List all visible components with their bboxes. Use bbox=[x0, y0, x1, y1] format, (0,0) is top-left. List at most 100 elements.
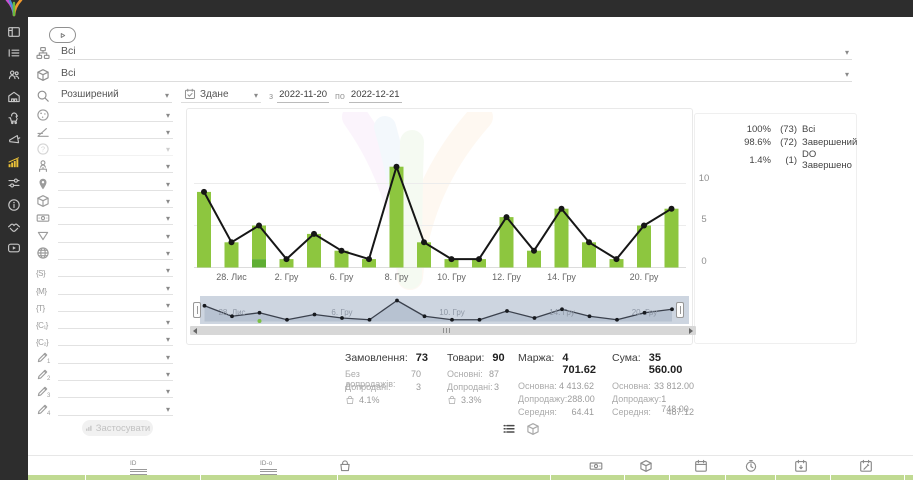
table-first-row[interactable] bbox=[28, 475, 913, 480]
data-point[interactable] bbox=[668, 205, 675, 212]
data-point[interactable] bbox=[228, 239, 235, 246]
bar-segment[interactable] bbox=[664, 208, 679, 268]
date-from-input[interactable]: 2022-11-20 bbox=[277, 89, 330, 103]
date-type-select[interactable]: Здане ▾ bbox=[181, 88, 261, 103]
param-select-7[interactable]: ▾ bbox=[58, 212, 173, 226]
param-select-8[interactable]: ▾ bbox=[58, 230, 173, 243]
sidebar-item-marketing[interactable] bbox=[7, 133, 21, 147]
search-mode-select[interactable]: Розширений ▾ bbox=[58, 89, 172, 103]
data-point[interactable] bbox=[476, 256, 482, 263]
sidebar-item-clients[interactable] bbox=[7, 68, 21, 82]
id-lines-icon[interactable]: ID bbox=[130, 460, 147, 475]
param-select-6[interactable]: ▾ bbox=[58, 195, 173, 208]
column-header-basket-icon[interactable] bbox=[338, 459, 352, 473]
scroll-left-icon[interactable] bbox=[193, 327, 197, 334]
data-point[interactable] bbox=[558, 205, 565, 212]
scroll-right-icon[interactable] bbox=[689, 327, 693, 334]
data-point[interactable] bbox=[311, 230, 317, 237]
search-icon bbox=[36, 89, 50, 103]
apply-button[interactable]: Застосувати bbox=[82, 420, 153, 436]
param-select-2[interactable]: ▾ bbox=[58, 126, 173, 139]
category-select[interactable]: Всі ▾ bbox=[58, 45, 852, 60]
sidebar-item-returns[interactable] bbox=[7, 111, 21, 125]
param-select-5[interactable]: ▾ bbox=[58, 178, 173, 191]
bar-segment[interactable] bbox=[389, 166, 404, 268]
bar-segment[interactable] bbox=[252, 225, 266, 260]
id-anchor-icon[interactable]: ID-о bbox=[260, 460, 277, 475]
bar-segment[interactable] bbox=[334, 250, 349, 268]
bar-segment-do[interactable] bbox=[252, 259, 266, 268]
bar-segment[interactable] bbox=[609, 259, 624, 268]
param-select-4[interactable]: ▾ bbox=[58, 160, 173, 174]
legend-entry-1[interactable]: 100% (73) Всі bbox=[719, 123, 856, 136]
param-select-15[interactable]: ▾ bbox=[58, 351, 173, 364]
product-select[interactable]: Всі ▾ bbox=[58, 67, 852, 82]
list-view-toggle[interactable] bbox=[502, 422, 516, 436]
chevron-down-icon: ▾ bbox=[165, 335, 170, 345]
cube-view-icon bbox=[527, 423, 539, 435]
pencil-3-icon: 3 bbox=[47, 393, 50, 400]
param-select-18[interactable]: ▾ bbox=[58, 403, 173, 416]
bar-segment[interactable] bbox=[554, 208, 569, 268]
param-select-14[interactable]: ▾ bbox=[58, 333, 173, 347]
data-point[interactable] bbox=[393, 163, 400, 170]
cube-view-toggle[interactable] bbox=[526, 422, 540, 436]
param-select-12[interactable]: ▾ bbox=[58, 299, 173, 312]
bar-segment[interactable] bbox=[197, 191, 211, 268]
bar-segment[interactable] bbox=[637, 225, 651, 268]
data-point[interactable] bbox=[366, 256, 372, 263]
param-select-9[interactable]: ▾ bbox=[58, 247, 173, 260]
param-select-11[interactable]: ▾ bbox=[58, 282, 173, 295]
bar-segment[interactable] bbox=[224, 242, 239, 268]
data-point[interactable] bbox=[201, 188, 207, 195]
minimap-left-handle[interactable] bbox=[193, 302, 201, 318]
video-help-button[interactable] bbox=[49, 27, 76, 43]
data-point[interactable] bbox=[256, 222, 262, 229]
param-select-1[interactable]: ▾ bbox=[58, 109, 173, 122]
bar-segment[interactable] bbox=[307, 233, 321, 268]
column-header-timer-icon[interactable] bbox=[744, 459, 758, 473]
sidebar-item-warehouse[interactable] bbox=[7, 90, 21, 104]
sidebar-item-settings[interactable] bbox=[7, 176, 21, 190]
column-header-calendar-in-icon[interactable] bbox=[794, 459, 808, 473]
param-select-16[interactable]: ▾ bbox=[58, 368, 173, 381]
sidebar-item-partners[interactable] bbox=[7, 220, 21, 234]
param-select-10[interactable]: ▾ bbox=[58, 264, 173, 278]
data-point[interactable] bbox=[586, 239, 592, 246]
data-point[interactable] bbox=[448, 256, 455, 263]
minimap-right-handle[interactable] bbox=[676, 302, 684, 318]
column-header-banknote-icon[interactable] bbox=[589, 459, 603, 473]
sidebar-item-info[interactable] bbox=[7, 198, 21, 212]
data-point[interactable] bbox=[531, 247, 537, 254]
bar-segment[interactable] bbox=[499, 217, 514, 268]
date-to-input[interactable]: 2022-12-21 bbox=[348, 89, 402, 103]
column-header-calendar-edit-icon[interactable] bbox=[859, 459, 873, 473]
legend-entry-3[interactable]: 1.4% (1) DO Завершено bbox=[719, 149, 856, 171]
data-point[interactable] bbox=[613, 256, 620, 263]
bar-segment[interactable] bbox=[472, 259, 486, 268]
bar-segment[interactable] bbox=[582, 242, 596, 268]
data-point[interactable] bbox=[283, 256, 290, 263]
bar-segment[interactable] bbox=[417, 242, 431, 268]
bar-segment[interactable] bbox=[444, 259, 459, 268]
data-point[interactable] bbox=[421, 239, 427, 246]
scrollbar-grip[interactable] bbox=[443, 328, 450, 333]
column-header-calendar-icon[interactable] bbox=[694, 459, 708, 473]
legend-entry-2[interactable]: 98.6% (72) Завершений bbox=[719, 136, 857, 149]
param-select-17[interactable]: ▾ bbox=[58, 385, 173, 399]
sidebar-item-video[interactable] bbox=[7, 241, 21, 255]
chart-scrollbar[interactable] bbox=[190, 326, 696, 335]
x-axis-label: 2. Гру bbox=[275, 272, 299, 282]
sidebar-item-analytics[interactable] bbox=[7, 155, 21, 169]
bar-segment[interactable] bbox=[527, 250, 541, 268]
param-select-13[interactable]: ▾ bbox=[58, 316, 173, 330]
data-point[interactable] bbox=[503, 214, 510, 221]
bar-segment[interactable] bbox=[362, 259, 376, 268]
column-header-package-icon[interactable] bbox=[639, 459, 653, 473]
sidebar-item-dashboard[interactable] bbox=[7, 25, 21, 39]
data-point[interactable] bbox=[338, 247, 345, 254]
bar-segment[interactable] bbox=[279, 259, 294, 268]
x-axis-label: 6. Гру bbox=[330, 272, 354, 282]
data-point[interactable] bbox=[641, 222, 647, 229]
sidebar-item-orders[interactable] bbox=[7, 46, 21, 60]
